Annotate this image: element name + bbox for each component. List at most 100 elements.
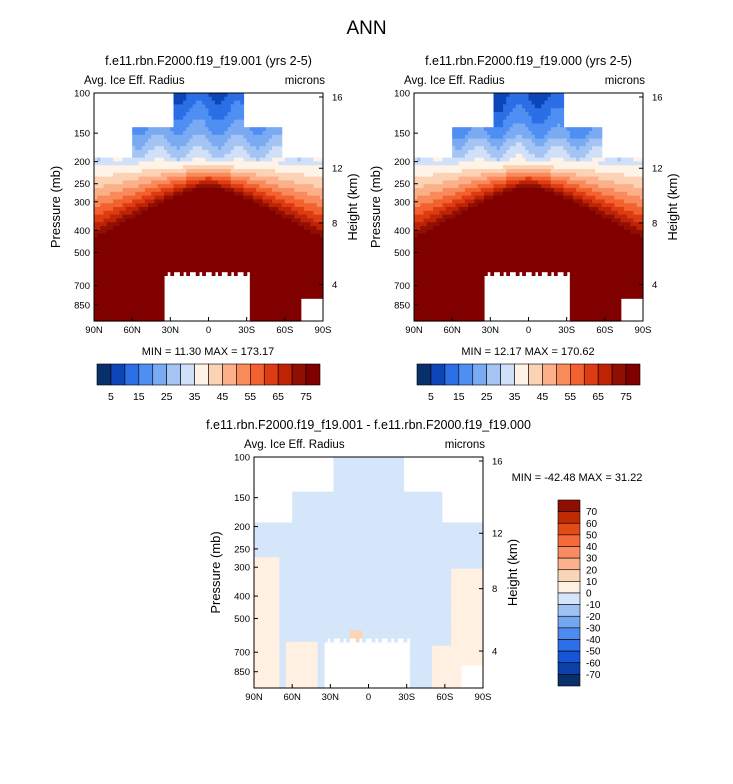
field-cell [97,271,101,276]
field-cell [439,283,444,288]
field-cell [442,264,447,269]
field-cell [268,153,273,159]
field-cell [496,252,501,257]
field-cell [265,131,270,136]
field-cell [173,210,178,216]
field-cell [518,93,523,98]
field-cell [192,214,197,219]
field-cell [433,283,437,288]
field-cell [496,218,501,223]
field-cell [135,245,140,250]
field-cell [429,210,434,216]
field-cell [179,138,184,143]
field-cell [436,169,441,174]
field-cell [154,229,159,235]
field-cell [487,267,491,273]
field-cell [281,286,286,292]
field-cell [221,172,225,178]
field-cell [281,207,286,212]
field-cell [477,248,482,254]
field-cell [227,222,232,227]
field-cell [221,138,225,143]
field-cell [288,305,292,311]
field-cell [103,161,108,166]
field-cell [483,180,488,185]
field-cell [141,146,146,151]
field-cell [113,176,117,181]
field-cell [262,267,267,273]
field-cell [151,256,156,261]
field-cell [211,127,216,132]
field-cell [480,245,485,250]
field-cell [113,210,117,216]
field-cell [477,142,482,147]
field-cell [307,256,311,261]
field-cell [138,233,143,238]
field-cell [125,218,130,223]
field-cell [249,191,254,197]
field-cell [291,172,295,178]
field-cell [198,153,203,159]
field-cell [132,214,136,219]
field-cell [503,93,507,98]
field-cell [300,264,305,269]
field-cell [480,267,485,273]
field-cell [128,210,133,216]
field-cell [192,138,197,143]
field-cell [433,241,437,246]
field-cell [281,229,286,235]
field-cell [148,271,152,276]
field-cell [135,207,140,212]
field-cell [414,203,418,208]
field-cell [442,302,447,307]
field-cell [288,264,292,269]
field-cell [195,233,200,238]
field-cell [461,195,466,200]
field-cell [426,207,431,212]
field-cell [420,191,425,197]
field-cell [230,267,235,273]
field-cell [233,108,238,113]
field-cell [237,188,241,193]
field-cell [294,302,299,307]
field-cell [483,131,488,136]
field-cell [294,172,299,178]
field-cell [122,222,127,227]
field-cell [116,195,121,200]
field-cell [119,188,124,193]
field-cell [420,157,425,162]
field-cell [262,245,267,250]
field-cell [272,233,276,238]
field-cell [202,180,206,185]
field-cell [461,264,466,269]
field-cell [265,157,270,162]
field-cell [483,203,488,208]
field-cell [224,150,229,155]
field-cell [281,267,286,273]
field-cell [268,138,273,143]
field-cell [477,302,482,307]
field-cell [275,252,280,257]
field-cell [240,169,245,174]
field-cell [202,172,206,178]
field-cell [211,252,216,257]
field-cell [265,169,270,174]
field-cell [506,195,511,200]
field-cell [97,275,101,280]
field-cell [429,226,434,231]
field-cell [132,146,136,151]
field-cell [319,233,324,238]
field-cell [281,279,286,284]
field-cell [303,256,308,261]
field-cell [167,203,171,208]
field-cell [151,267,156,273]
field-cell [186,248,191,254]
field-cell [97,165,101,170]
field-cell [464,180,469,185]
field-cell [436,237,441,242]
field-cell [160,309,165,314]
field-cell [205,237,210,242]
field-cell [423,317,428,322]
field-cell [445,226,450,231]
field-cell [426,188,431,193]
